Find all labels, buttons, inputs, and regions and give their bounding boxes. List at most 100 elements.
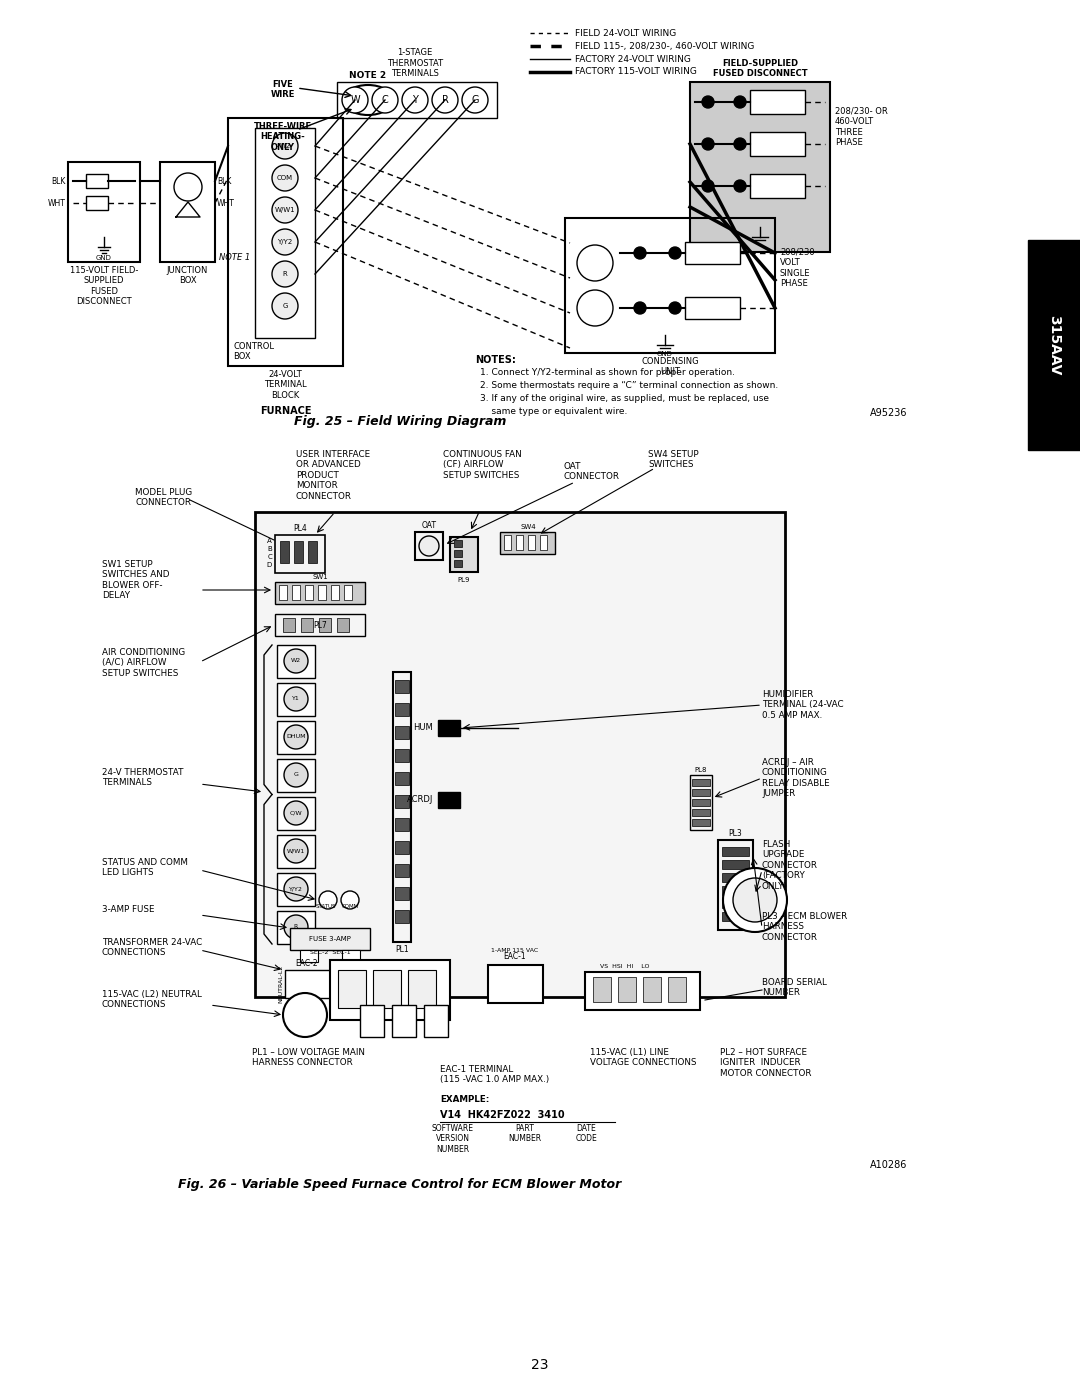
Bar xyxy=(415,532,443,560)
Bar xyxy=(342,950,360,963)
Circle shape xyxy=(462,87,488,113)
Bar xyxy=(692,809,710,816)
Bar xyxy=(718,840,753,930)
Text: AIR CONDITIONING
(A/C) AIRFLOW
SETUP SWITCHES: AIR CONDITIONING (A/C) AIRFLOW SETUP SWI… xyxy=(102,648,185,678)
Bar xyxy=(540,535,546,550)
Bar xyxy=(488,965,543,1003)
Bar xyxy=(408,970,436,1009)
Bar xyxy=(86,196,108,210)
Bar xyxy=(160,162,215,263)
Text: PL1: PL1 xyxy=(395,944,409,954)
Bar xyxy=(68,162,140,263)
Text: ACRDJ – AIR
CONDITIONING
RELAY DISABLE
JUMPER: ACRDJ – AIR CONDITIONING RELAY DISABLE J… xyxy=(762,759,829,798)
Bar xyxy=(255,511,785,997)
Text: WHT: WHT xyxy=(49,198,66,208)
Bar xyxy=(692,819,710,826)
Circle shape xyxy=(284,840,308,863)
Circle shape xyxy=(733,877,777,922)
Bar xyxy=(692,789,710,796)
Text: FURNACE: FURNACE xyxy=(260,407,311,416)
Bar xyxy=(723,900,750,908)
Circle shape xyxy=(284,725,308,749)
Text: PL9: PL9 xyxy=(458,577,470,583)
Circle shape xyxy=(272,165,298,191)
Bar xyxy=(723,873,750,882)
Circle shape xyxy=(284,877,308,901)
Bar xyxy=(750,175,805,198)
Text: A95236: A95236 xyxy=(870,408,907,418)
Circle shape xyxy=(284,650,308,673)
Bar xyxy=(438,792,460,807)
Circle shape xyxy=(734,138,746,149)
Text: A10286: A10286 xyxy=(870,1160,907,1171)
Bar xyxy=(395,680,409,693)
Text: BOARD SERIAL
NUMBER: BOARD SERIAL NUMBER xyxy=(762,978,827,997)
Circle shape xyxy=(723,868,787,932)
Bar xyxy=(395,749,409,761)
Text: 3. If any of the original wire, as supplied, must be replaced, use: 3. If any of the original wire, as suppl… xyxy=(480,394,769,402)
Text: Fig. 26 – Variable Speed Furnace Control for ECM Blower Motor: Fig. 26 – Variable Speed Furnace Control… xyxy=(178,1178,622,1192)
Bar xyxy=(618,977,636,1002)
Bar xyxy=(395,795,409,807)
Text: SEC-2  SEC-1: SEC-2 SEC-1 xyxy=(310,950,350,956)
Text: Y: Y xyxy=(413,95,418,105)
Text: SW1 SETUP
SWITCHES AND
BLOWER OFF-
DELAY: SW1 SETUP SWITCHES AND BLOWER OFF- DELAY xyxy=(102,560,170,601)
Bar xyxy=(500,532,555,555)
Text: USER INTERFACE
OR ADVANCED
PRODUCT
MONITOR
CONNECTOR: USER INTERFACE OR ADVANCED PRODUCT MONIT… xyxy=(296,450,370,500)
Bar xyxy=(585,972,700,1010)
Bar xyxy=(395,909,409,923)
Text: NOTE 2: NOTE 2 xyxy=(350,71,387,80)
Circle shape xyxy=(669,247,681,258)
Bar xyxy=(395,773,409,785)
Text: G: G xyxy=(282,303,287,309)
Text: EAC-2: EAC-2 xyxy=(296,958,319,968)
Text: W/W1: W/W1 xyxy=(287,848,306,854)
Bar xyxy=(516,535,523,550)
Circle shape xyxy=(702,180,714,191)
Text: WHT: WHT xyxy=(217,198,234,208)
Text: PART
NUMBER: PART NUMBER xyxy=(509,1125,541,1143)
Bar xyxy=(395,841,409,854)
Bar xyxy=(228,117,343,366)
Bar xyxy=(275,535,325,573)
Bar xyxy=(395,703,409,717)
Text: PL4: PL4 xyxy=(293,524,307,534)
Circle shape xyxy=(272,197,298,224)
Text: 1. Connect Y/Y2-terminal as shown for proper operation.: 1. Connect Y/Y2-terminal as shown for pr… xyxy=(480,367,735,377)
Text: W: W xyxy=(350,95,360,105)
Circle shape xyxy=(284,800,308,826)
Circle shape xyxy=(284,687,308,711)
Bar xyxy=(395,726,409,739)
Text: 208/230-
VOLT
SINGLE
PHASE: 208/230- VOLT SINGLE PHASE xyxy=(780,247,818,288)
Text: Y/Y2: Y/Y2 xyxy=(278,239,293,244)
Bar xyxy=(565,218,775,353)
Text: MODEL PLUG
CONNECTOR: MODEL PLUG CONNECTOR xyxy=(135,488,192,507)
Bar xyxy=(305,585,313,599)
Circle shape xyxy=(702,96,714,108)
Bar xyxy=(308,541,318,563)
Bar xyxy=(528,535,535,550)
Text: CONDENSING
UNIT: CONDENSING UNIT xyxy=(642,358,699,376)
Bar xyxy=(279,585,287,599)
Circle shape xyxy=(634,302,646,314)
Text: BLK: BLK xyxy=(52,176,66,186)
Text: 208/230- OR
460-VOLT
THREE
PHASE: 208/230- OR 460-VOLT THREE PHASE xyxy=(835,108,888,147)
Circle shape xyxy=(419,536,438,556)
Bar xyxy=(393,672,411,942)
Text: FLASH
UPGRADE
CONNECTOR
(FACTORY
ONLY): FLASH UPGRADE CONNECTOR (FACTORY ONLY) xyxy=(762,840,818,891)
Text: FACTORY 115-VOLT WIRING: FACTORY 115-VOLT WIRING xyxy=(575,67,697,77)
Bar xyxy=(276,911,315,944)
Bar xyxy=(373,970,401,1009)
Bar xyxy=(690,775,712,830)
Text: FIELD-SUPPLIED
FUSED DISCONNECT: FIELD-SUPPLIED FUSED DISCONNECT xyxy=(713,59,808,78)
Text: PL2 – HOT SURFACE
IGNITER  INDUCER
MOTOR CONNECTOR: PL2 – HOT SURFACE IGNITER INDUCER MOTOR … xyxy=(720,1048,811,1078)
Bar xyxy=(276,683,315,717)
Text: GND: GND xyxy=(96,256,112,261)
Circle shape xyxy=(669,302,681,314)
Text: CONTINUOUS FAN
(CF) AIRFLOW
SETUP SWITCHES: CONTINUOUS FAN (CF) AIRFLOW SETUP SWITCH… xyxy=(443,450,522,479)
Circle shape xyxy=(634,247,646,258)
Text: HUMIDIFIER
TERMINAL (24-VAC
0.5 AMP MAX.: HUMIDIFIER TERMINAL (24-VAC 0.5 AMP MAX. xyxy=(762,690,843,719)
Bar xyxy=(86,175,108,189)
Bar xyxy=(294,541,303,563)
Circle shape xyxy=(734,180,746,191)
